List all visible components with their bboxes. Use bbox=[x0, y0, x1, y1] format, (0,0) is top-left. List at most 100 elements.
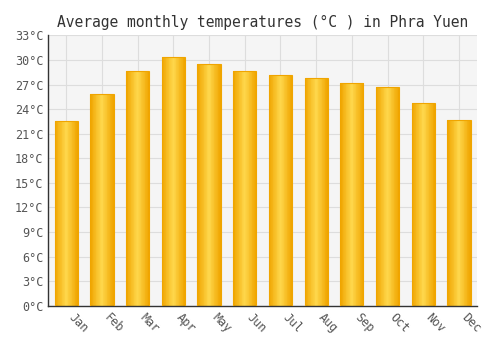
Bar bbox=[376, 87, 378, 306]
Bar bbox=[342, 83, 344, 306]
Bar bbox=[168, 57, 170, 306]
Bar bbox=[382, 87, 383, 306]
Bar bbox=[99, 94, 100, 306]
Bar bbox=[432, 103, 434, 306]
Bar bbox=[304, 78, 328, 306]
Bar bbox=[74, 121, 76, 306]
Bar bbox=[210, 64, 212, 306]
Bar bbox=[59, 121, 60, 306]
Bar bbox=[275, 75, 276, 306]
Bar bbox=[126, 71, 149, 306]
Bar bbox=[218, 64, 219, 306]
Bar bbox=[418, 103, 420, 306]
Bar bbox=[95, 94, 96, 306]
Bar bbox=[355, 83, 356, 306]
Bar bbox=[398, 87, 399, 306]
Bar bbox=[214, 64, 216, 306]
Bar bbox=[359, 83, 360, 306]
Bar bbox=[133, 71, 134, 306]
Bar bbox=[356, 83, 358, 306]
Bar bbox=[140, 71, 141, 306]
Bar bbox=[390, 87, 392, 306]
Bar bbox=[198, 64, 220, 306]
Bar bbox=[271, 75, 272, 306]
Bar bbox=[72, 121, 73, 306]
Bar bbox=[74, 121, 75, 306]
Bar bbox=[176, 57, 177, 306]
Bar bbox=[136, 71, 137, 306]
Bar bbox=[320, 78, 321, 306]
Bar bbox=[413, 103, 414, 306]
Bar bbox=[54, 121, 56, 306]
Bar bbox=[164, 57, 165, 306]
Bar bbox=[112, 94, 114, 306]
Bar bbox=[182, 57, 184, 306]
Bar bbox=[128, 71, 129, 306]
Bar bbox=[352, 83, 354, 306]
Bar bbox=[458, 120, 459, 306]
Bar bbox=[454, 120, 455, 306]
Bar bbox=[310, 78, 312, 306]
Bar bbox=[449, 120, 450, 306]
Bar bbox=[60, 121, 61, 306]
Bar bbox=[92, 94, 94, 306]
Bar bbox=[109, 94, 110, 306]
Bar bbox=[282, 75, 284, 306]
Bar bbox=[56, 121, 57, 306]
Bar bbox=[162, 57, 185, 306]
Bar bbox=[376, 87, 399, 306]
Bar bbox=[434, 103, 435, 306]
Bar bbox=[384, 87, 386, 306]
Bar bbox=[416, 103, 417, 306]
Bar bbox=[94, 94, 95, 306]
Bar bbox=[469, 120, 470, 306]
Bar bbox=[244, 71, 245, 306]
Bar bbox=[389, 87, 390, 306]
Bar bbox=[393, 87, 394, 306]
Bar bbox=[412, 103, 414, 306]
Bar bbox=[147, 71, 148, 306]
Bar bbox=[466, 120, 468, 306]
Bar bbox=[326, 78, 327, 306]
Bar bbox=[423, 103, 424, 306]
Bar bbox=[289, 75, 290, 306]
Bar bbox=[453, 120, 454, 306]
Bar bbox=[58, 121, 59, 306]
Bar bbox=[246, 71, 247, 306]
Bar bbox=[102, 94, 104, 306]
Bar bbox=[350, 83, 351, 306]
Bar bbox=[276, 75, 278, 306]
Bar bbox=[324, 78, 326, 306]
Bar bbox=[340, 83, 363, 306]
Bar bbox=[274, 75, 275, 306]
Bar bbox=[341, 83, 342, 306]
Bar bbox=[465, 120, 466, 306]
Bar bbox=[310, 78, 311, 306]
Bar bbox=[237, 71, 238, 306]
Bar bbox=[130, 71, 132, 306]
Bar bbox=[132, 71, 133, 306]
Bar bbox=[142, 71, 143, 306]
Bar bbox=[138, 71, 139, 306]
Bar bbox=[347, 83, 348, 306]
Bar bbox=[134, 71, 136, 306]
Bar bbox=[106, 94, 108, 306]
Bar bbox=[308, 78, 309, 306]
Bar bbox=[319, 78, 320, 306]
Bar bbox=[421, 103, 422, 306]
Bar bbox=[206, 64, 207, 306]
Bar bbox=[233, 71, 234, 306]
Bar bbox=[426, 103, 427, 306]
Bar bbox=[206, 64, 208, 306]
Bar bbox=[216, 64, 218, 306]
Bar bbox=[285, 75, 286, 306]
Bar bbox=[307, 78, 308, 306]
Bar bbox=[129, 71, 130, 306]
Bar bbox=[233, 71, 256, 306]
Bar bbox=[360, 83, 361, 306]
Bar bbox=[317, 78, 318, 306]
Bar bbox=[272, 75, 274, 306]
Bar bbox=[204, 64, 205, 306]
Bar bbox=[396, 87, 397, 306]
Bar bbox=[463, 120, 464, 306]
